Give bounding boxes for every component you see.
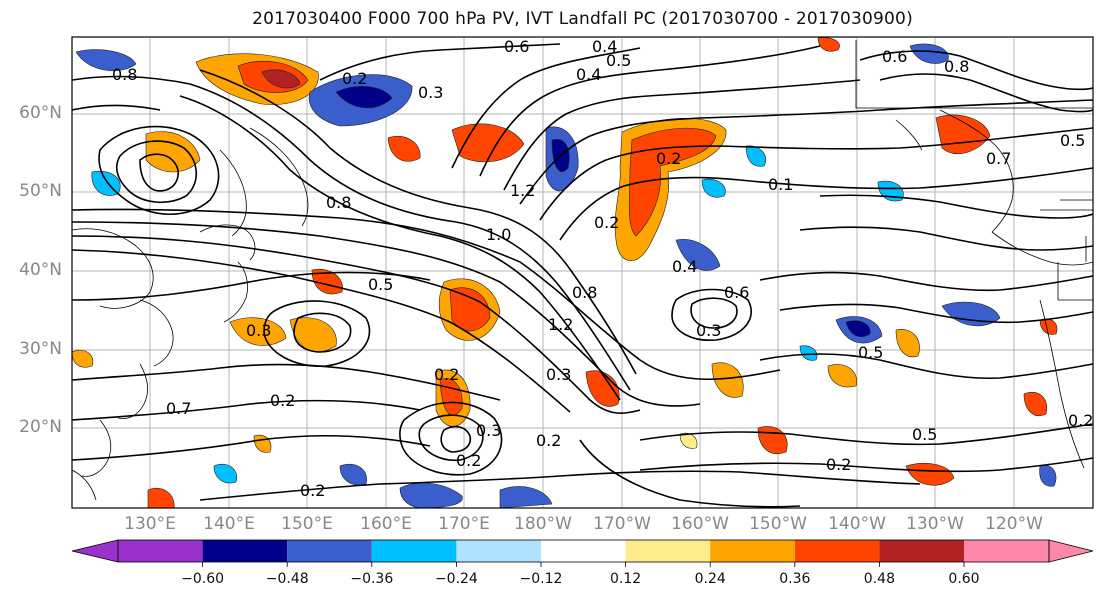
contour-label: 0.4 [672, 257, 697, 276]
contour-label: 0.2 [1068, 411, 1093, 430]
contour-label: 0.6 [504, 37, 529, 56]
lon-label: 150°W [749, 514, 807, 534]
contour-label: 0.5 [858, 343, 883, 362]
lon-label: 170°E [438, 514, 490, 534]
colorbar-tick-label: −0.60 [181, 571, 225, 587]
contour-label: 0.2 [342, 69, 367, 88]
lat-label-50n: 50°N [19, 181, 62, 201]
colorbar-tick-label: −0.48 [265, 571, 309, 587]
lon-label: 160°W [671, 514, 729, 534]
contour-label: 0.2 [456, 451, 481, 470]
contour-label: 0.3 [546, 365, 571, 384]
colorbar-tick-label: 0.60 [948, 571, 980, 587]
lon-label: 140°W [828, 514, 886, 534]
contour-label: 0.2 [594, 213, 619, 232]
coastlines [72, 40, 1093, 501]
contour-label: 0.4 [576, 65, 601, 84]
contour-label: 1.2 [510, 181, 535, 200]
ivt-contours [72, 43, 1093, 508]
contour-label: 0.7 [986, 149, 1011, 168]
contour-label: 0.2 [536, 431, 561, 450]
lat-label-60n: 60°N [19, 103, 62, 123]
contour-label: 0.5 [606, 51, 631, 70]
contour-label: 0.5 [912, 425, 937, 444]
lon-label: 180°W [514, 514, 572, 534]
contour-label: 0.8 [326, 193, 351, 212]
contour-label: 0.8 [572, 283, 597, 302]
lon-label: 150°E [281, 514, 333, 534]
map-title: 2017030400 F000 700 hPa PV, IVT Landfall… [252, 9, 913, 29]
contour-label: 0.5 [1060, 131, 1085, 150]
contour-label: 0.2 [826, 455, 851, 474]
lat-label-40n: 40°N [19, 260, 62, 280]
lon-label: 170°W [593, 514, 651, 534]
lon-label: 130°E [124, 514, 176, 534]
contour-label: 1.2 [548, 315, 573, 334]
lon-label: 160°E [360, 514, 412, 534]
contour-label: 0.6 [882, 47, 907, 66]
colorbar-tick-label: 0.12 [610, 571, 642, 587]
lat-label-30n: 30°N [19, 339, 62, 359]
colorbar-tick-label: −0.36 [350, 571, 394, 587]
lon-label: 120°W [985, 514, 1043, 534]
colorbar [71, 539, 1094, 567]
contour-label: 0.2 [300, 481, 325, 500]
contour-label: 0.7 [166, 399, 191, 418]
colorbar-tick-label: −0.24 [434, 571, 478, 587]
contour-label: 0.3 [246, 321, 271, 340]
lat-label-20n: 20°N [19, 417, 62, 437]
contour-label: 0.4 [592, 37, 617, 56]
lon-label: 130°W [906, 514, 964, 534]
contour-label: 0.8 [944, 57, 969, 76]
contour-label: 0.3 [476, 421, 501, 440]
contour-label: 0.5 [368, 275, 393, 294]
contour-label: 0.6 [724, 283, 749, 302]
contour-labels: 0.6 0.4 0.5 0.8 0.2 0.3 0.8 0.5 0.4 0.6 … [112, 37, 1093, 500]
colorbar-tick-label: 0.48 [863, 571, 895, 587]
contour-label: 0.3 [418, 83, 443, 102]
contour-label: 0.3 [696, 321, 721, 340]
colorbar-tick-label: −0.12 [519, 571, 563, 587]
lon-label: 140°E [203, 514, 255, 534]
colorbar-tick-label: 0.36 [779, 571, 811, 587]
contour-label: 0.2 [656, 149, 681, 168]
contour-label: 0.2 [270, 391, 295, 410]
contour-label: 0.2 [434, 365, 459, 384]
map-frame [71, 36, 1094, 509]
contour-label: 0.1 [768, 175, 793, 194]
contour-label: 1.0 [486, 225, 511, 244]
colorbar-tick-label: 0.24 [694, 571, 726, 587]
contour-label: 0.8 [112, 65, 137, 84]
